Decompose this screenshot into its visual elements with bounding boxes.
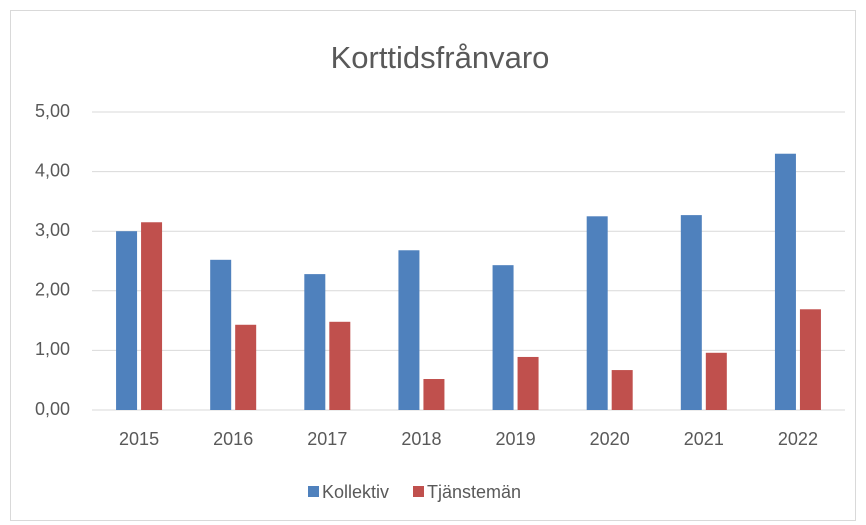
x-tick-label: 2021: [684, 429, 724, 449]
bar: [141, 222, 163, 410]
legend-swatch: [308, 486, 319, 497]
x-tick-label: 2018: [401, 429, 441, 449]
x-tick-label: 2015: [119, 429, 159, 449]
y-tick-label: 5,00: [35, 101, 70, 121]
chart-title: Korttidsfrånvaro: [331, 40, 550, 75]
legend-swatch: [413, 486, 424, 497]
legend-label: Tjänstemän: [427, 482, 521, 502]
bar: [799, 309, 821, 410]
bar: [329, 321, 351, 410]
bar: [235, 324, 257, 410]
x-tick-label: 2016: [213, 429, 253, 449]
y-tick-label: 2,00: [35, 280, 70, 300]
bar: [398, 250, 420, 410]
x-tick-label: 2020: [590, 429, 630, 449]
bar: [774, 153, 796, 410]
bar: [611, 370, 633, 410]
y-tick-label: 0,00: [35, 399, 70, 419]
bar: [517, 356, 539, 410]
y-tick-label: 3,00: [35, 220, 70, 240]
y-tick-label: 1,00: [35, 339, 70, 359]
legend-label: Kollektiv: [322, 482, 389, 502]
bar: [492, 265, 514, 410]
bar: [680, 215, 702, 410]
bar: [210, 259, 232, 410]
y-tick-label: 4,00: [35, 160, 70, 180]
bar: [116, 231, 138, 410]
bar: [304, 274, 326, 410]
bar: [586, 216, 608, 410]
x-tick-label: 2022: [778, 429, 818, 449]
bar: [423, 379, 445, 410]
bar: [705, 352, 727, 410]
x-tick-label: 2019: [496, 429, 536, 449]
x-tick-label: 2017: [307, 429, 347, 449]
